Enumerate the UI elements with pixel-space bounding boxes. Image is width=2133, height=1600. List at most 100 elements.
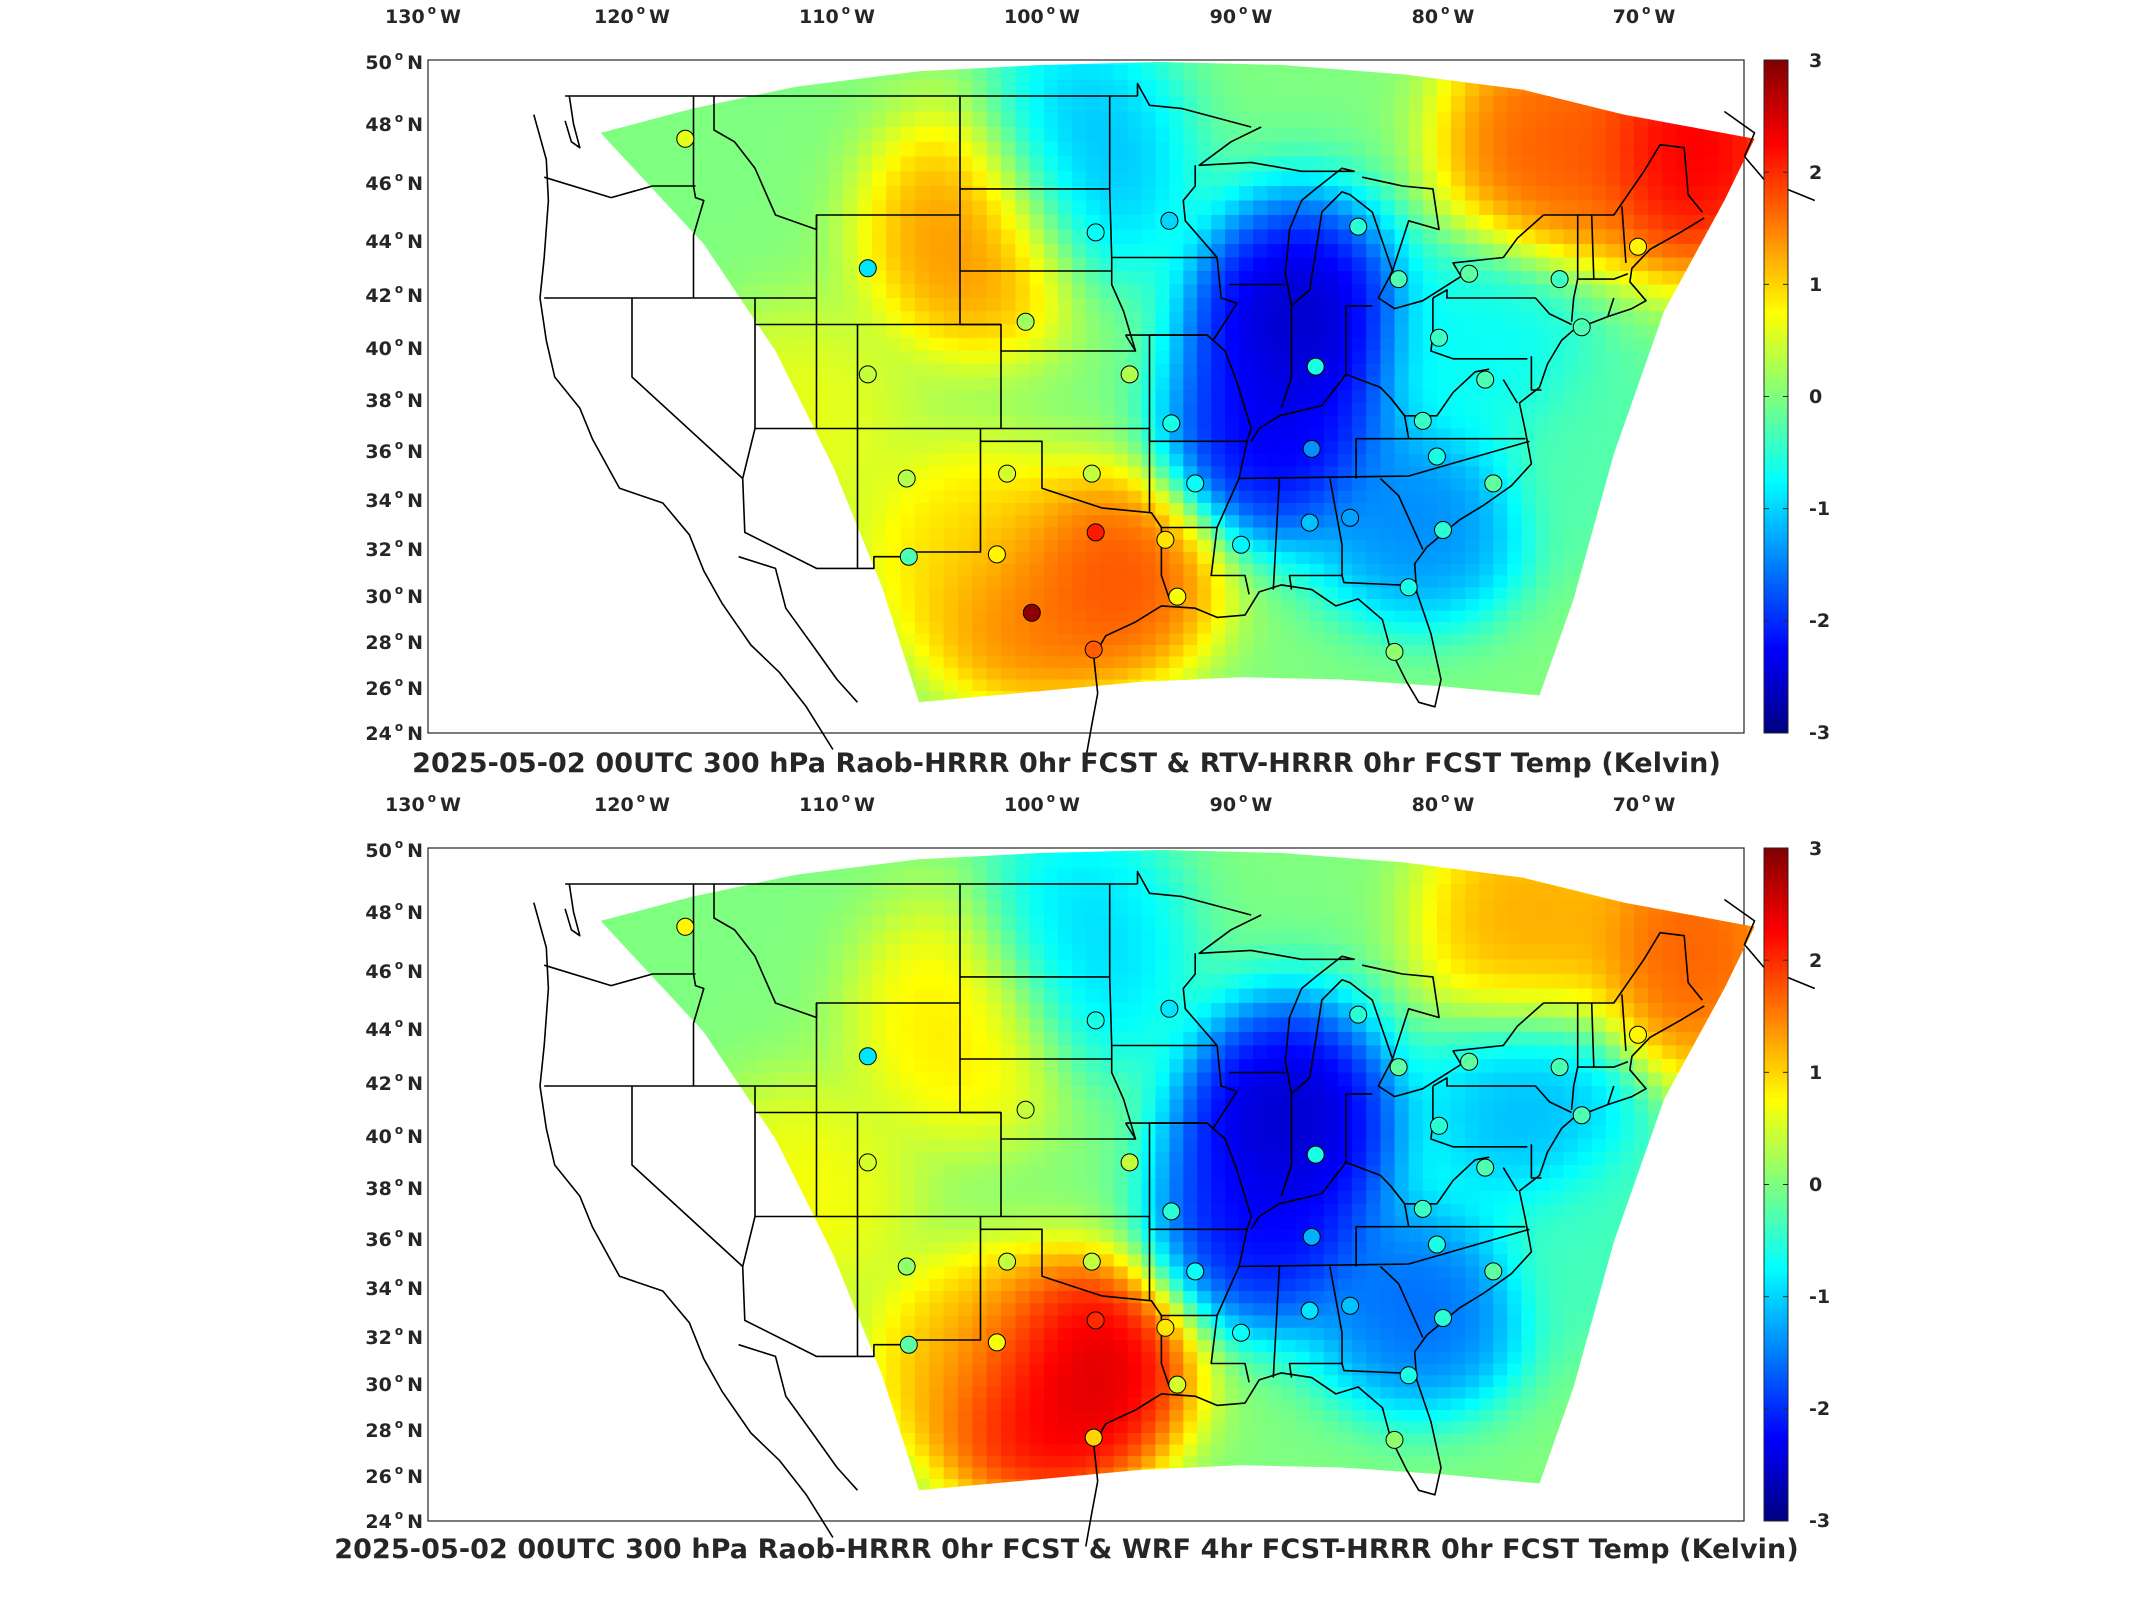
field-cell (1099, 575, 1115, 588)
field-cell (1015, 415, 1031, 430)
field-cell (1380, 215, 1396, 231)
field-cell (1057, 186, 1073, 202)
field-cell (1141, 61, 1156, 66)
field-cell (972, 324, 988, 339)
field-cell (1422, 587, 1438, 600)
field-cell (1676, 127, 1691, 143)
field-cell (958, 186, 973, 202)
field-cell (1338, 257, 1353, 272)
field-cell (1295, 111, 1311, 128)
field-cell (1394, 490, 1410, 504)
field-cell (986, 668, 1002, 681)
field-cell (1099, 271, 1115, 286)
field-cell (1281, 311, 1297, 326)
field-cell (1057, 563, 1073, 577)
field-cell (857, 337, 873, 352)
field-cell (1169, 490, 1184, 504)
field-cell (1690, 186, 1705, 202)
field-cell (1493, 127, 1508, 143)
field-cell (871, 127, 887, 143)
field-cell (1746, 490, 1755, 504)
field-cell (1436, 186, 1452, 202)
raob-station-marker (1385, 642, 1404, 661)
field-cell (1295, 656, 1311, 669)
field-cell (1465, 656, 1480, 669)
field-cell (1015, 229, 1031, 245)
field-cell (943, 215, 959, 231)
field-cell (1253, 244, 1268, 259)
field-cell (900, 403, 916, 417)
field-cell (1408, 111, 1424, 128)
field-cell (1155, 668, 1170, 681)
field-cell (1099, 311, 1115, 326)
field-cell (943, 324, 959, 339)
field-cell (1127, 415, 1143, 430)
field-cell (1113, 80, 1129, 97)
map-svg (427, 59, 1816, 759)
raob-station-marker (1389, 270, 1408, 289)
field-cell (1155, 156, 1170, 172)
field-cell (1380, 454, 1396, 467)
field-cell (1563, 428, 1579, 442)
field-cell (1044, 364, 1059, 378)
field-cell (1155, 229, 1170, 245)
field-cell (1676, 200, 1691, 216)
field-cell (1479, 428, 1494, 442)
field-cell (1338, 377, 1353, 391)
field-cell (1535, 111, 1551, 128)
field-cell (1113, 271, 1129, 286)
field-cell (1057, 200, 1073, 216)
field-cell (771, 271, 787, 286)
field-cell (1267, 351, 1282, 365)
field-cell (1169, 257, 1184, 272)
field-cell (900, 298, 916, 312)
field-cell (1183, 599, 1198, 612)
field-cell (1085, 311, 1101, 326)
field-cell (1380, 311, 1396, 326)
field-cell (986, 244, 1002, 259)
field-cell (929, 691, 945, 703)
field-cell (1015, 284, 1031, 299)
field-cell (1451, 415, 1466, 430)
field-cell (1071, 622, 1087, 635)
field-cell (1141, 171, 1156, 187)
field-cell (1380, 575, 1396, 588)
field-cell (1127, 298, 1143, 312)
field-cell (1366, 656, 1381, 669)
field-cell (1521, 156, 1537, 172)
field-cell (1253, 622, 1268, 635)
field-cell (1295, 141, 1311, 158)
field-cell (800, 884, 816, 901)
field-cell (1295, 337, 1311, 352)
field-cell (1044, 311, 1059, 326)
field-cell (972, 868, 988, 885)
field-cell (1352, 454, 1367, 467)
field-cell (1507, 679, 1522, 692)
field-cell (1577, 127, 1593, 143)
field-cell (1507, 390, 1522, 404)
field-cell (1662, 186, 1677, 202)
field-cell (771, 337, 787, 352)
field-cell (1451, 311, 1466, 326)
field-cell (1113, 403, 1129, 417)
field-cell (1197, 80, 1212, 97)
field-cell (1015, 390, 1031, 404)
field-cell (1029, 656, 1045, 669)
field-cell (1648, 215, 1663, 231)
field-cell (1113, 156, 1129, 172)
field-cell (1029, 200, 1045, 216)
field-cell (785, 271, 801, 286)
field-cell (1521, 351, 1537, 365)
field-cell (1211, 633, 1226, 646)
field-cell (958, 257, 973, 272)
field-cell (1085, 171, 1101, 187)
field-cell (1141, 668, 1156, 681)
field-cell (1549, 257, 1565, 272)
field-cell (1197, 853, 1212, 870)
field-cell (1521, 171, 1537, 187)
field-cell (1394, 527, 1410, 541)
field-cell (1071, 575, 1087, 588)
field-cell (1141, 868, 1156, 885)
field-cell (1295, 622, 1311, 635)
field-cell (1295, 390, 1311, 404)
